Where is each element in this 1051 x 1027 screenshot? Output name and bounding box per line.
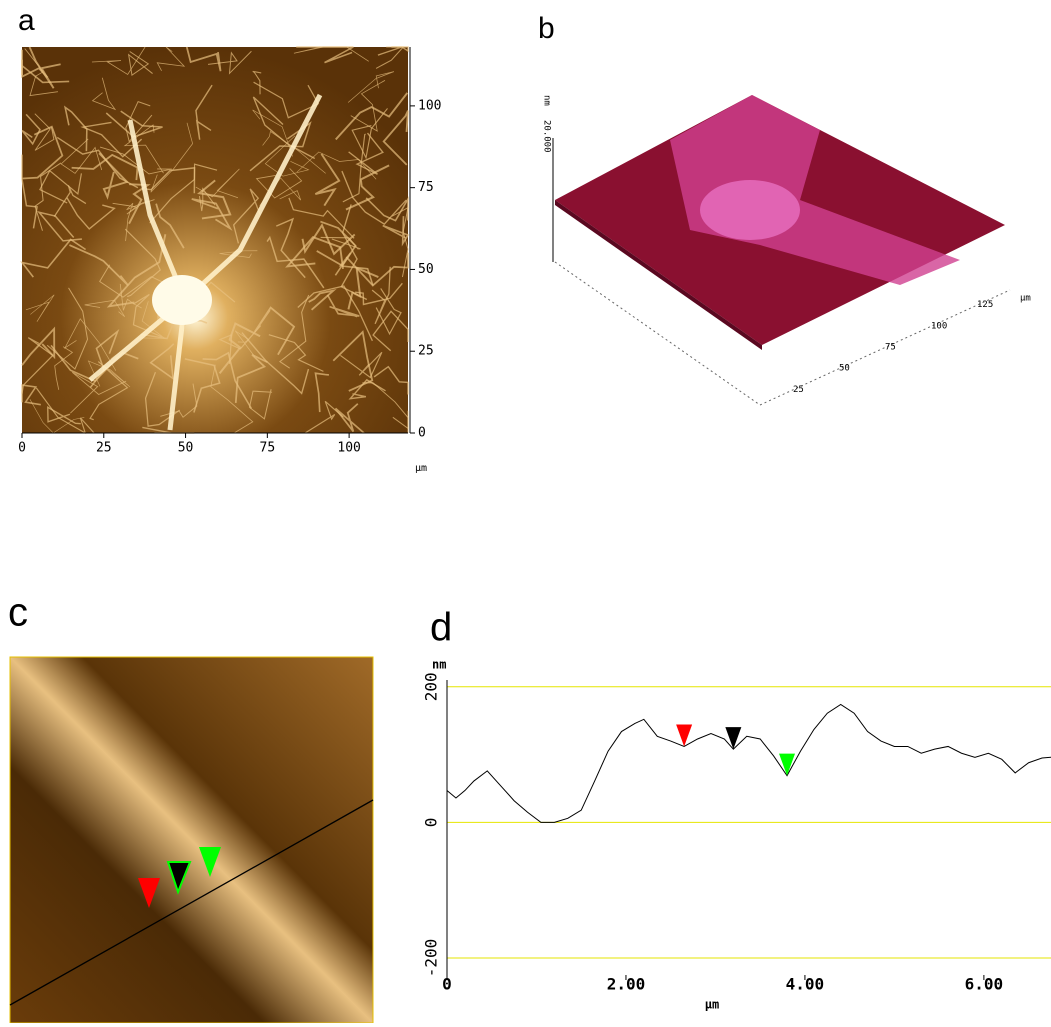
cursor — [725, 727, 741, 749]
y-tick-label: 50 — [418, 262, 434, 277]
y-tick-label: 0 — [422, 818, 441, 828]
y-tick-label: 25 — [418, 344, 434, 359]
x-tick-label: 4.00 — [786, 975, 825, 994]
x-tick-label: 25 — [96, 441, 112, 456]
panel-label: b — [538, 12, 555, 45]
z-unit: nm — [542, 95, 552, 106]
x-tick-label: 2.00 — [607, 975, 646, 994]
cell-body — [700, 180, 800, 240]
axis-tick-label: 125 — [977, 300, 993, 310]
panel-label: a — [18, 4, 35, 37]
y-tick-label: 75 — [418, 180, 434, 195]
panel-label: c — [8, 591, 28, 635]
x-axis-label: µm — [415, 463, 427, 474]
x-tick-label: 0 — [18, 441, 26, 456]
cell-body — [152, 275, 212, 325]
x-tick-label: 75 — [260, 441, 276, 456]
x-tick-label: 0 — [442, 975, 452, 994]
y-tick-label: 0 — [418, 426, 426, 441]
profile-line — [447, 704, 1051, 822]
x-tick-label: 100 — [337, 441, 360, 456]
axis-tick-label: 25 — [793, 385, 804, 395]
y-tick-label: -200 — [422, 939, 441, 978]
axis-tick-label: 75 — [885, 343, 896, 353]
panel-label: d — [430, 606, 452, 650]
x-tick-label: 50 — [178, 441, 194, 456]
afm-image-a: 0 25 50 75 100 0 25 50 75 100 µm — [18, 47, 441, 474]
axis-unit: µm — [1020, 294, 1031, 304]
y-tick-label: 100 — [418, 98, 441, 113]
surface-3d: 20.000 nm µm 25 50 75 100 125 — [542, 95, 1031, 405]
afm-image-c — [10, 657, 373, 1023]
y-axis-label: nm — [432, 658, 446, 672]
image-background — [10, 657, 373, 1023]
x-axis-label: µm — [705, 998, 719, 1012]
z-label: 20.000 — [542, 120, 552, 153]
figure: a b c d 0 25 50 75 100 0 25 50 75 100 µm 20.000 nm… — [0, 0, 1051, 1023]
x-tick-label: 6.00 — [965, 975, 1004, 994]
y-tick-label: 200 — [422, 672, 441, 701]
axis-tick-label: 50 — [839, 364, 850, 374]
axis-tick-label: 100 — [931, 321, 947, 331]
